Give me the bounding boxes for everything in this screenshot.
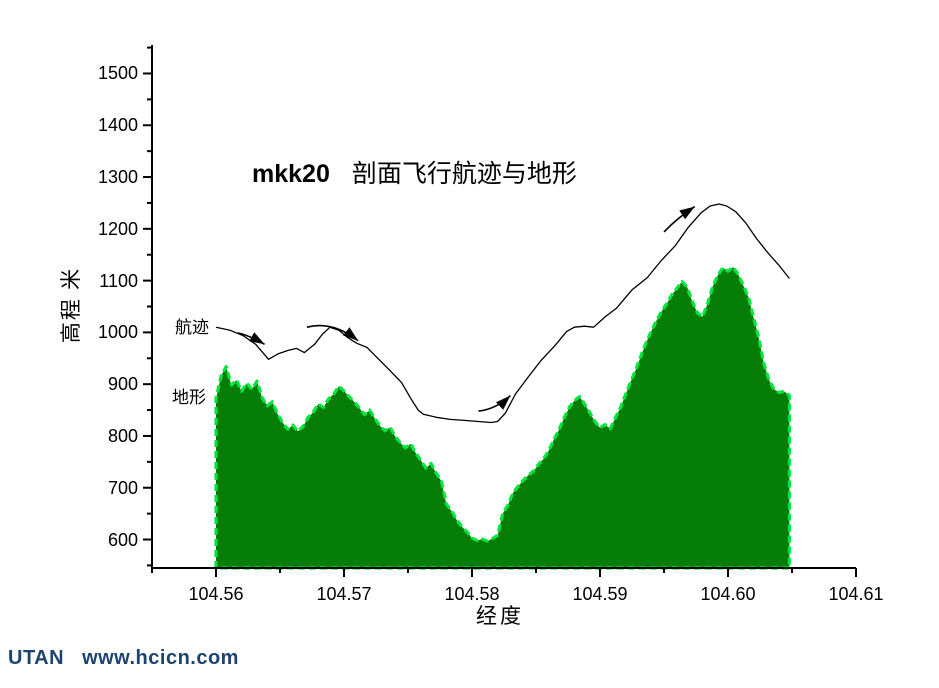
y-tick-label: 1400	[97, 115, 138, 135]
chart-title: mkk20 剖面飞行航迹与地形	[252, 154, 577, 190]
y-tick-label: 900	[107, 374, 138, 394]
footer-brand: UTAN	[8, 647, 65, 669]
terrain-label: 地形	[172, 388, 206, 407]
x-axis-title: 经度	[476, 604, 524, 628]
arrowhead-icon	[679, 206, 695, 220]
x-tick-label: 104.61	[828, 584, 884, 604]
footer-watermark: UTAN www.hcicn.com	[8, 647, 239, 670]
x-tick-label: 104.58	[444, 584, 500, 604]
y-tick-label: 700	[107, 478, 138, 498]
y-tick-label: 1200	[97, 219, 138, 239]
flight-path-label: 航迹	[175, 318, 209, 337]
y-tick-label: 800	[107, 426, 138, 446]
arrowhead-icon	[343, 327, 359, 341]
x-tick-label: 104.60	[700, 584, 756, 604]
arrowhead-icon	[496, 395, 511, 410]
x-tick-label: 104.56	[188, 584, 244, 604]
arrowhead-icon	[249, 332, 265, 345]
x-tick-label: 104.57	[316, 584, 372, 604]
flight-path-line	[215, 203, 790, 424]
chart-title-text: 剖面飞行航迹与地形	[351, 161, 577, 188]
y-tick-label: 600	[107, 530, 138, 550]
footer-url: www.hcicn.com	[82, 647, 239, 669]
y-tick-label: 1500	[97, 63, 138, 83]
chart-title-prefix: mkk20	[252, 160, 330, 188]
y-tick-label: 1000	[97, 322, 138, 342]
terrain-area	[214, 265, 791, 570]
x-tick-label: 104.59	[572, 584, 628, 604]
y-tick-label: 1100	[99, 271, 138, 291]
y-tick-label: 1300	[97, 167, 138, 187]
